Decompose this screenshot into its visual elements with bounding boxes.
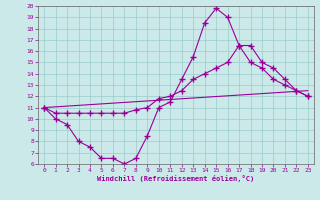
X-axis label: Windchill (Refroidissement éolien,°C): Windchill (Refroidissement éolien,°C) [97,175,255,182]
